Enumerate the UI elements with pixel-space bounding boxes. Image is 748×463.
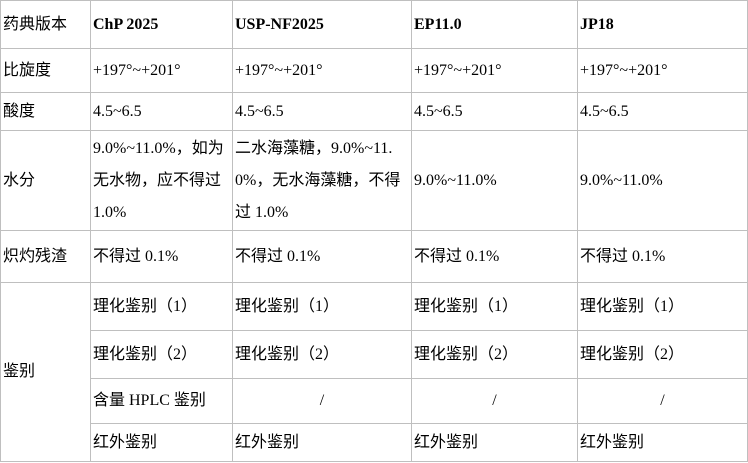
- row-label: 水分: [0, 130, 91, 231]
- cell: 二水海藻糖，9.0%~11.0%，无水海藻糖，不得过 1.0%: [232, 130, 412, 231]
- cell: 4.5~6.5: [232, 92, 412, 131]
- cell: 4.5~6.5: [577, 92, 748, 131]
- cell: 不得过 0.1%: [232, 230, 412, 283]
- cell: 4.5~6.5: [90, 92, 233, 131]
- table-row: 含量 HPLC 鉴别 / / /: [1, 378, 748, 424]
- cell: +197°~+201°: [577, 48, 748, 93]
- table-row: 炽灼残渣 不得过 0.1% 不得过 0.1% 不得过 0.1% 不得过 0.1%: [0, 230, 748, 283]
- table-row: 理化鉴别（2） 理化鉴别（2） 理化鉴别（2） 理化鉴别（2）: [1, 330, 748, 379]
- cell: 不得过 0.1%: [411, 230, 578, 283]
- cell: 红外鉴别: [411, 423, 578, 462]
- table-row: 酸度 4.5~6.5 4.5~6.5 4.5~6.5 4.5~6.5: [0, 92, 748, 131]
- header-cell: USP-NF2025: [232, 0, 412, 49]
- header-cell: 药典版本: [0, 0, 91, 49]
- row-label: 鉴别: [0, 282, 91, 462]
- cell: 理化鉴别（2）: [577, 330, 748, 379]
- cell: /: [411, 378, 578, 424]
- cell: +197°~+201°: [90, 48, 233, 93]
- cell: 含量 HPLC 鉴别: [90, 378, 233, 424]
- cell: 9.0%~11.0%: [577, 130, 748, 231]
- table-row: 鉴别 理化鉴别（1） 理化鉴别（1） 理化鉴别（1） 理化鉴别（1）: [0, 282, 748, 462]
- cell: 9.0%~11.0%: [411, 130, 578, 231]
- cell: 4.5~6.5: [411, 92, 578, 131]
- cell: 理化鉴别（1）: [411, 282, 578, 331]
- cell: 红外鉴别: [577, 423, 748, 462]
- cell: /: [232, 378, 412, 424]
- cell: 理化鉴别（1）: [232, 282, 412, 331]
- table-row: 比旋度 +197°~+201° +197°~+201° +197°~+201° +197…: [0, 48, 748, 93]
- cell: 9.0%~11.0%，如为无水物，应不得过 1.0%: [90, 130, 233, 231]
- cell: /: [577, 378, 748, 424]
- cell: 不得过 0.1%: [577, 230, 748, 283]
- header-cell: JP18: [577, 0, 748, 49]
- cell: 红外鉴别: [90, 423, 233, 462]
- cell: 理化鉴别（1）: [90, 282, 233, 331]
- header-cell: ChP 2025: [90, 0, 233, 49]
- table-row: 水分 9.0%~11.0%，如为无水物，应不得过 1.0% 二水海藻糖，9.0%~1…: [0, 130, 748, 231]
- row-label: 比旋度: [0, 48, 91, 93]
- cell: 不得过 0.1%: [90, 230, 233, 283]
- header-cell: EP11.0: [411, 0, 578, 49]
- cell: 红外鉴别: [232, 423, 412, 462]
- cell: 理化鉴别（1）: [577, 282, 748, 331]
- table-row: 红外鉴别 红外鉴别 红外鉴别 红外鉴别: [1, 423, 748, 462]
- row-label: 炽灼残渣: [0, 230, 91, 283]
- cell: +197°~+201°: [232, 48, 412, 93]
- cell: 理化鉴别（2）: [411, 330, 578, 379]
- row-label: 酸度: [0, 92, 91, 131]
- header-row: 药典版本 ChP 2025 USP-NF2025 EP11.0 JP18: [0, 0, 748, 49]
- cell: 理化鉴别（2）: [90, 330, 233, 379]
- cell: 理化鉴别（2）: [232, 330, 412, 379]
- cell: +197°~+201°: [411, 48, 578, 93]
